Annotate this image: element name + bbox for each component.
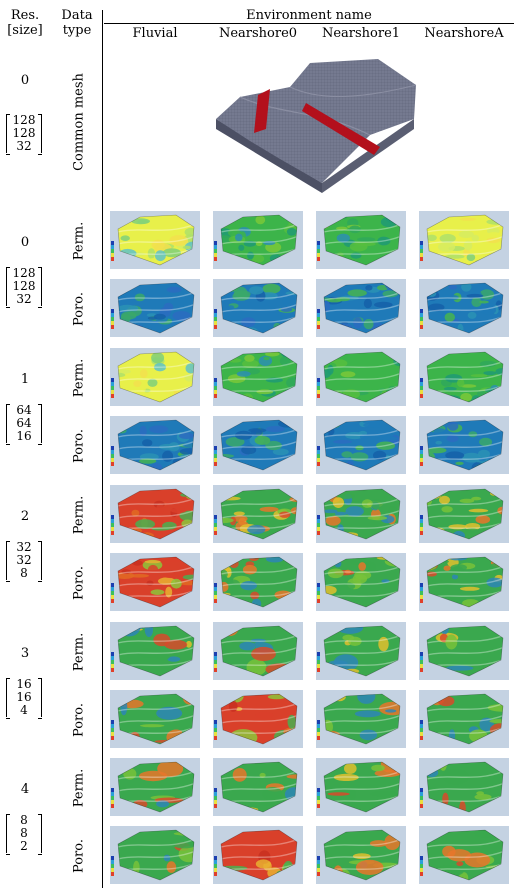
row-label-common-mesh: Common mesh — [71, 73, 87, 171]
thumbnail-nearshore1-perm-res3 — [316, 622, 406, 680]
thumbnail-nearshore1-poro-res2 — [316, 553, 406, 611]
common-mesh-image — [216, 59, 417, 193]
thumbnail-nearshore0-perm-res3 — [213, 622, 303, 680]
size-z: 32 — [16, 139, 32, 153]
thumbnail-nearshorea-poro-res4 — [419, 826, 509, 884]
size-value: 4 — [20, 703, 28, 717]
data-type-header: Data type — [54, 8, 100, 38]
thumbnail-nearshore0-perm-res4 — [213, 758, 303, 816]
thumbnail-nearshore1-perm-res1 — [316, 348, 406, 406]
row-label-perm: Perm. — [71, 495, 87, 535]
size-value: 2 — [20, 839, 28, 853]
thumbnail-nearshore0-poro-res3 — [213, 690, 303, 748]
thumbnail-nearshore0-poro-res4 — [213, 826, 303, 884]
row-label-poro: Poro. — [71, 703, 87, 737]
thumbnail-nearshorea-poro-res0 — [419, 279, 509, 337]
size-bracket-level-0: 128 128 32 — [6, 266, 42, 308]
size-bracket-level-2: 32 32 8 — [6, 540, 42, 582]
column-header-nearshore0: Nearshore0 — [218, 26, 298, 41]
thumbnail-nearshorea-perm-res4 — [419, 758, 509, 816]
header-rule — [104, 23, 514, 24]
thumbnail-nearshore1-poro-res3 — [316, 690, 406, 748]
res-level-1: 1 — [20, 372, 30, 387]
size-value: 8 — [20, 566, 28, 580]
size-value: 16 — [16, 690, 32, 704]
size-value: 32 — [16, 292, 32, 306]
size-value: 8 — [20, 813, 28, 827]
size-value: 128 — [12, 266, 36, 280]
thumbnail-fluvial-poro-res0 — [110, 279, 200, 337]
size-x: 128 — [12, 113, 36, 127]
size-value: 64 — [16, 416, 32, 430]
size-value: 16 — [16, 677, 32, 691]
size-bracket-level-3: 16 16 4 — [6, 677, 42, 719]
row-label-perm: Perm. — [71, 221, 87, 261]
thumbnail-nearshore0-poro-res0 — [213, 279, 303, 337]
thumbnail-nearshore0-poro-res2 — [213, 553, 303, 611]
thumbnail-nearshore0-perm-res0 — [213, 211, 303, 269]
thumbnail-nearshorea-perm-res1 — [419, 348, 509, 406]
thumbnail-nearshore0-poro-res1 — [213, 416, 303, 474]
size-value: 128 — [12, 279, 36, 293]
thumbnail-nearshore1-poro-res4 — [316, 826, 406, 884]
size-bracket-mesh: 128 128 32 — [6, 113, 42, 155]
thumbnail-nearshorea-perm-res3 — [419, 622, 509, 680]
thumbnail-nearshore1-poro-res0 — [316, 279, 406, 337]
thumbnail-fluvial-poro-res4 — [110, 826, 200, 884]
row-label-perm: Perm. — [71, 632, 87, 672]
thumbnail-fluvial-perm-res2 — [110, 485, 200, 543]
res-level-4: 4 — [20, 782, 30, 797]
column-divider — [102, 10, 103, 888]
data-type-header-line2: type — [62, 23, 92, 38]
res-header: Res. [size] — [0, 8, 50, 38]
size-value: 8 — [20, 826, 28, 840]
row-label-poro: Poro. — [71, 839, 87, 873]
res-level-0: 0 — [20, 235, 30, 250]
thumbnail-nearshore1-perm-res2 — [316, 485, 406, 543]
row-label-perm: Perm. — [71, 358, 87, 398]
row-label-poro: Poro. — [71, 292, 87, 326]
size-value: 32 — [16, 540, 32, 554]
res-level-0-mesh: 0 — [20, 73, 30, 88]
thumbnail-fluvial-perm-res3 — [110, 622, 200, 680]
thumbnail-nearshore0-perm-res1 — [213, 348, 303, 406]
row-label-poro: Poro. — [71, 566, 87, 600]
size-value: 32 — [16, 553, 32, 567]
row-label-perm: Perm. — [71, 768, 87, 808]
row-label-poro: Poro. — [71, 429, 87, 463]
res-header-line2: [size] — [7, 23, 43, 38]
column-header-fluvial: Fluvial — [132, 26, 178, 41]
thumbnail-fluvial-poro-res1 — [110, 416, 200, 474]
thumbnail-nearshorea-poro-res1 — [419, 416, 509, 474]
thumbnail-fluvial-perm-res0 — [110, 211, 200, 269]
thumbnail-nearshorea-perm-res0 — [419, 211, 509, 269]
thumbnail-nearshore1-perm-res0 — [316, 211, 406, 269]
thumbnail-nearshorea-poro-res3 — [419, 690, 509, 748]
thumbnail-fluvial-poro-res2 — [110, 553, 200, 611]
size-y: 128 — [12, 126, 36, 140]
environment-title: Environment name — [246, 8, 372, 23]
thumbnail-fluvial-perm-res4 — [110, 758, 200, 816]
size-value: 64 — [16, 403, 32, 417]
res-level-3: 3 — [20, 646, 30, 661]
res-header-line1: Res. — [10, 8, 40, 23]
size-value: 16 — [16, 429, 32, 443]
res-level-2: 2 — [20, 509, 30, 524]
thumbnail-fluvial-poro-res3 — [110, 690, 200, 748]
data-type-header-line1: Data — [61, 8, 93, 23]
thumbnail-nearshore0-perm-res2 — [213, 485, 303, 543]
thumbnail-fluvial-perm-res1 — [110, 348, 200, 406]
thumbnail-nearshore1-poro-res1 — [316, 416, 406, 474]
column-header-nearshore1: Nearshore1 — [321, 26, 401, 41]
size-bracket-level-1: 64 64 16 — [6, 403, 42, 445]
thumbnail-nearshorea-poro-res2 — [419, 553, 509, 611]
column-header-nearshorea: NearshoreA — [424, 26, 504, 41]
thumbnail-nearshore1-perm-res4 — [316, 758, 406, 816]
thumbnail-nearshorea-perm-res2 — [419, 485, 509, 543]
